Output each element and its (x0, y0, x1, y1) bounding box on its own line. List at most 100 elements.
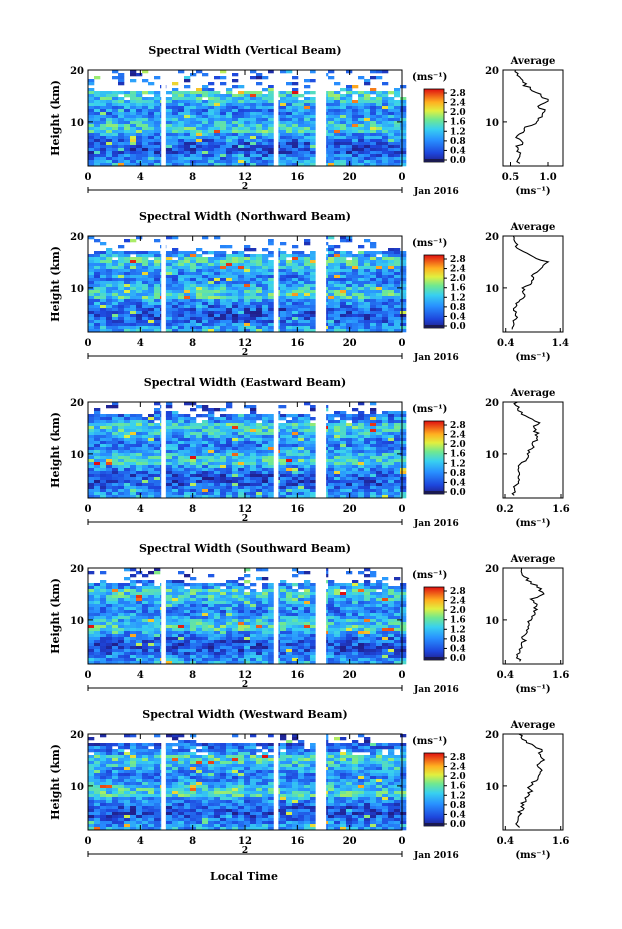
heatmap-cell (280, 444, 287, 448)
heatmap-cell (280, 290, 287, 294)
heatmap-cell (142, 163, 149, 167)
heatmap-cell (400, 251, 407, 255)
heatmap-cell (118, 257, 125, 261)
average-y-tick-label: 20 (485, 232, 499, 243)
heatmap-cell (208, 257, 215, 261)
heatmap-cell (220, 308, 227, 312)
heatmap-cell (202, 474, 209, 478)
heatmap-cell (100, 251, 107, 255)
heatmap-cell (232, 266, 239, 270)
heatmap-cell (232, 151, 239, 155)
heatmap-cell (238, 112, 245, 116)
heatmap-cell (334, 441, 341, 445)
heatmap-cell (250, 329, 257, 333)
heatmap-cell (166, 432, 173, 436)
heatmap-cell (118, 263, 125, 267)
heatmap-cell (130, 631, 137, 635)
heatmap-cell (226, 269, 233, 273)
heatmap-cell (226, 326, 233, 330)
heatmap-cell (292, 88, 299, 92)
heatmap-cell (136, 154, 143, 158)
heatmap-cell (334, 329, 341, 333)
heatmap-cell (166, 106, 173, 110)
heatmap-cell (340, 477, 347, 481)
heatmap-cell (94, 483, 101, 487)
heatmap-cell (298, 486, 305, 490)
heatmap-cell (118, 438, 125, 442)
heatmap-cell (106, 148, 113, 152)
heatmap-cell (112, 266, 119, 270)
heatmap-cell (214, 290, 221, 294)
heatmap-cell (166, 486, 173, 490)
heatmap-cell (184, 148, 191, 152)
average-frame (502, 401, 564, 499)
heatmap-cell (298, 254, 305, 258)
heatmap-cell (88, 160, 95, 164)
heatmap-cell (370, 269, 377, 273)
heatmap-cell (310, 489, 317, 493)
heatmap-cell (400, 139, 407, 143)
heatmap-cell (148, 571, 155, 575)
heatmap-cell (262, 124, 269, 128)
heatmap-cell (328, 236, 335, 240)
heatmap-cell (148, 281, 155, 285)
heatmap-cell (280, 456, 287, 460)
heatmap-cell (100, 127, 107, 131)
heatmap-cell (292, 447, 299, 451)
heatmap-cell (268, 275, 275, 279)
heatmap-cell (244, 136, 251, 140)
heatmap-cell (280, 468, 287, 472)
heatmap-cell (244, 160, 251, 164)
heatmap-cell (124, 652, 131, 656)
heatmap-cell (346, 112, 353, 116)
heatmap-cell (310, 272, 317, 276)
heatmap-cell (124, 477, 131, 481)
heatmap-cell (166, 293, 173, 297)
heatmap-cell (148, 136, 155, 140)
heatmap-cell (238, 103, 245, 107)
heatmap-cell (196, 471, 203, 475)
heatmap-cell (256, 314, 263, 318)
heatmap-cell (352, 450, 359, 454)
heatmap-cell (118, 154, 125, 158)
heatmap-cell (226, 492, 233, 496)
heatmap-cell (88, 79, 95, 83)
heatmap-cell (280, 450, 287, 454)
heatmap-cell (130, 121, 137, 125)
heatmap-cell (172, 133, 179, 137)
heatmap-cell (196, 272, 203, 276)
heatmap-cell (328, 453, 335, 457)
heatmap-cell (340, 145, 347, 149)
heatmap-cell (112, 495, 119, 499)
heatmap-cell (130, 124, 137, 128)
heatmap-cell (154, 157, 161, 161)
heatmap-cell (166, 317, 173, 321)
heatmap-cell (136, 634, 143, 638)
heatmap-cell (226, 91, 233, 95)
heatmap-cell (112, 94, 119, 98)
heatmap-cell (382, 311, 389, 315)
heatmap-cell (304, 429, 311, 433)
heatmap-cell (232, 426, 239, 430)
heatmap-cell (148, 157, 155, 161)
heatmap-cell (292, 492, 299, 496)
heatmap-cell (376, 115, 383, 119)
heatmap-cell (130, 133, 137, 137)
heatmap-cell (256, 438, 263, 442)
heatmap-cell (118, 601, 125, 605)
heatmap-cell (262, 121, 269, 125)
heatmap-cell (304, 426, 311, 430)
heatmap-cell (88, 474, 95, 478)
x-tick-label: 0 (399, 504, 406, 515)
heatmap-cell (154, 646, 161, 650)
heatmap-cell (154, 311, 161, 315)
heatmap-cell (364, 121, 371, 125)
heatmap-cell (112, 320, 119, 324)
heatmap-cell (112, 456, 119, 460)
heatmap-cell (142, 157, 149, 161)
heatmap-cell (352, 290, 359, 294)
heatmap-cell (214, 483, 221, 487)
heatmap-cell (166, 251, 173, 255)
heatmap-cell (172, 320, 179, 324)
heatmap-cell (310, 317, 317, 321)
